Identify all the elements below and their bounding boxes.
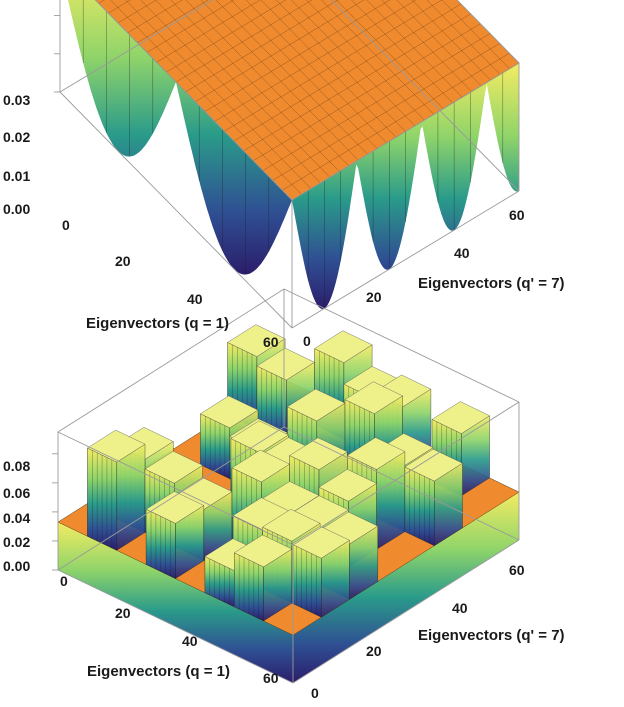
top-surface-plot xyxy=(54,0,520,329)
bottom-x-tick-3: 60 xyxy=(263,670,279,686)
bottom-box-edge xyxy=(283,426,520,541)
top-y-tick-labels: 0 20 40 60 xyxy=(303,207,525,349)
bottom-y-tick-3: 60 xyxy=(509,562,525,578)
bottom-z-tick-3: 0.06 xyxy=(3,485,30,501)
top-z-tick-0: 0.00 xyxy=(3,201,30,217)
top-x-axis-label: Eigenvectors (q = 1) xyxy=(86,315,229,332)
bottom-surface-plot xyxy=(52,288,520,684)
top-z-tick-labels: 0.00 0.01 0.02 0.03 xyxy=(3,92,30,217)
top-plateau-grid xyxy=(262,33,491,171)
bottom-box-edge xyxy=(57,569,294,684)
bottom-y-tick-2: 40 xyxy=(452,600,468,616)
top-y-tick-2: 40 xyxy=(454,245,470,261)
bottom-ridge-top xyxy=(291,525,350,559)
top-x-tick-0: 0 xyxy=(62,217,70,233)
top-box-edge xyxy=(94,0,293,201)
top-plateau-grid xyxy=(156,0,261,63)
top-plateau-grid xyxy=(204,0,391,112)
top-x-tick-2: 40 xyxy=(187,291,203,307)
top-z-tick-3: 0.03 xyxy=(3,92,30,108)
top-y-tick-0: 0 xyxy=(303,333,311,349)
top-box-edge xyxy=(59,0,214,93)
bottom-ridge-top xyxy=(318,469,378,502)
top-x-tick-1: 20 xyxy=(115,253,131,269)
bottom-y-axis-label: Eigenvectors (q' = 7) xyxy=(418,627,565,644)
bottom-right-wall xyxy=(293,492,519,683)
bottom-box-edge xyxy=(57,426,285,571)
top-box-edge xyxy=(291,190,520,329)
bottom-z-tick-0: 0.00 xyxy=(3,558,30,574)
bottom-x-axis-label: Eigenvectors (q = 1) xyxy=(87,663,230,680)
top-y-tick-1: 20 xyxy=(366,289,382,305)
top-plateau-grid xyxy=(282,52,510,191)
bottom-z-tick-1: 0.02 xyxy=(3,534,30,550)
top-left-wall xyxy=(68,0,292,275)
top-plateau-grid xyxy=(426,0,501,75)
top-plateau-grid xyxy=(396,0,482,86)
bottom-x-tick-labels: 0 20 40 60 xyxy=(60,573,279,686)
top-plateau-grid xyxy=(137,0,209,43)
top-box-edge xyxy=(330,0,520,192)
bottom-box-edge xyxy=(57,431,294,546)
bottom-z-tick-labels: 0.00 0.02 0.04 0.06 0.08 xyxy=(3,458,30,574)
top-plateau-grid xyxy=(411,0,491,81)
bottom-z-tick-4: 0.08 xyxy=(3,458,30,474)
top-box-edge xyxy=(291,62,520,201)
bottom-x-tick-2: 40 xyxy=(182,633,198,649)
top-box-edge xyxy=(456,0,520,64)
bottom-box-edge xyxy=(292,401,520,546)
bottom-ridge-top xyxy=(314,330,373,363)
bottom-y-tick-labels: 0 20 40 60 xyxy=(311,562,525,701)
top-plateau-grid xyxy=(272,43,500,181)
bottom-left-wall xyxy=(58,522,293,683)
top-box-edge xyxy=(59,91,293,329)
top-z-tick-2: 0.02 xyxy=(3,129,30,145)
top-y-axis-label: Eigenvectors (q' = 7) xyxy=(418,275,565,292)
bottom-ridge-top xyxy=(344,381,404,414)
top-plateau-grid xyxy=(127,0,183,34)
top-plateau-grid xyxy=(441,0,510,69)
bottom-y-tick-1: 20 xyxy=(366,643,382,659)
top-z-tick-1: 0.01 xyxy=(3,168,30,184)
bottom-box-edge xyxy=(57,288,285,433)
top-plateau-grid xyxy=(117,0,157,24)
bottom-x-tick-0: 0 xyxy=(60,573,68,589)
top-plateau-grid xyxy=(146,0,235,53)
top-plateau-grid xyxy=(185,0,339,93)
bottom-box-edge xyxy=(283,288,520,403)
bottom-ridge-top xyxy=(144,450,204,484)
top-x-tick-labels: 0 20 40 60 xyxy=(62,217,279,350)
top-plateau-grid xyxy=(195,0,365,102)
top-y-tick-3: 60 xyxy=(509,207,525,223)
bottom-ridge-top xyxy=(199,395,259,429)
bottom-z-tick-2: 0.04 xyxy=(3,510,30,526)
bottom-ridge-face xyxy=(116,443,146,551)
bottom-box-edge xyxy=(292,539,520,684)
bottom-x-tick-1: 20 xyxy=(115,605,131,621)
top-x-tick-3: 60 xyxy=(263,334,279,350)
bottom-y-tick-0: 0 xyxy=(311,685,319,701)
